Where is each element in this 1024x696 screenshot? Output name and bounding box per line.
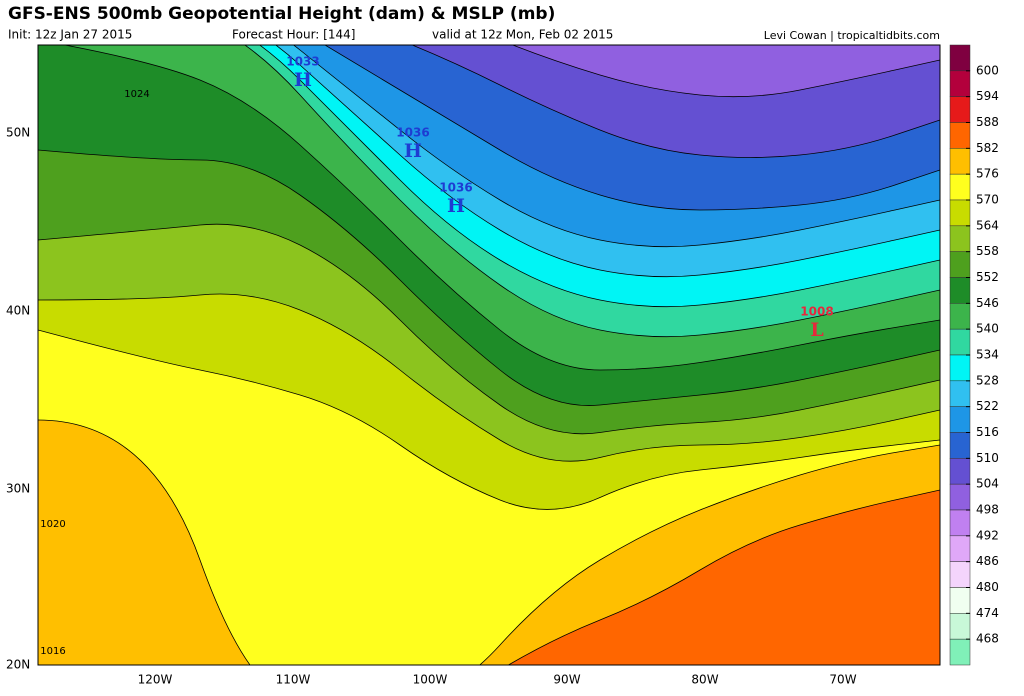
colorbar-label: 522 — [976, 399, 999, 413]
colorbar-swatch — [949, 380, 971, 407]
colorbar-swatch — [949, 406, 971, 433]
title: GFS-ENS 500mb Geopotential Height (dam) … — [8, 4, 555, 24]
pressure-value: 1036 — [396, 126, 429, 140]
lat-label: 30N — [6, 482, 30, 496]
colorbar-swatch — [949, 432, 971, 459]
colorbar-swatch — [949, 328, 971, 356]
colorbar-swatch — [949, 225, 971, 252]
lat-label: 40N — [6, 304, 30, 318]
pressure-value: 1008 — [800, 305, 833, 319]
colorbar-label: 582 — [976, 141, 999, 155]
colorbar-label: 468 — [976, 632, 999, 646]
colorbar-label: 576 — [976, 167, 999, 181]
contour-line — [324, 45, 940, 211]
colorbar-swatch — [949, 148, 971, 175]
pressure-symbol: L — [810, 319, 823, 341]
colorbar-label: 498 — [976, 503, 999, 517]
contour-line — [275, 45, 940, 278]
colorbar-swatch — [949, 613, 971, 640]
pressure-value: 1036 — [439, 181, 472, 195]
contour-line — [38, 149, 940, 406]
init-time: Init: 12z Jan 27 2015 — [8, 28, 132, 42]
credit: Levi Cowan | tropicaltidbits.com — [764, 29, 940, 42]
pressure-value: 1033 — [286, 55, 319, 69]
colorbar-swatch — [949, 303, 971, 330]
isobar-label: 1016 — [40, 646, 65, 657]
contour-line — [38, 419, 940, 665]
colorbar-swatch — [949, 277, 971, 304]
colorbar-swatch — [949, 638, 971, 666]
contour-line — [38, 223, 940, 435]
colorbar-swatch — [949, 483, 971, 511]
lat-label: 20N — [6, 658, 30, 672]
isobar-label: 1020 — [40, 519, 65, 530]
colorbar-label: 588 — [976, 115, 999, 129]
colorbar-label: 558 — [976, 244, 999, 258]
contour-line — [511, 45, 940, 98]
colorbar-swatch — [949, 44, 971, 72]
colorbar-swatch — [949, 509, 971, 537]
colorbar-swatch — [949, 587, 971, 614]
colorbar-swatch — [949, 535, 971, 562]
map-frame — [37, 44, 941, 666]
height-band — [508, 490, 940, 665]
lat-label: 50N — [6, 126, 30, 140]
pressure-symbol: H — [404, 140, 422, 162]
lon-label: 80W — [691, 673, 718, 687]
colorbar-label: 534 — [976, 348, 999, 362]
colorbar-label: 510 — [976, 451, 999, 465]
colorbar-label: 552 — [976, 270, 999, 284]
colorbar-swatch — [949, 458, 971, 485]
colorbar-label: 594 — [976, 89, 999, 103]
contour-line — [244, 45, 940, 338]
colorbar-swatch — [949, 173, 971, 201]
colorbar-label: 546 — [976, 296, 999, 310]
colorbar-swatch — [949, 122, 971, 149]
colorbar-label: 528 — [976, 373, 999, 387]
contour-line — [259, 45, 940, 308]
contour-line — [38, 293, 940, 462]
colorbar-swatch — [949, 354, 971, 382]
isobar-label: 1024 — [124, 89, 149, 100]
pressure-symbol: H — [294, 69, 312, 91]
colorbar-label: 474 — [976, 606, 999, 620]
colorbar-swatch — [949, 199, 971, 227]
lon-label: 110W — [276, 673, 311, 687]
forecast-hour: Forecast Hour: [144] — [232, 28, 355, 42]
lon-label: 120W — [138, 673, 173, 687]
colorbar-label: 570 — [976, 193, 999, 207]
colorbar-label: 492 — [976, 528, 999, 542]
colorbar-label: 486 — [976, 554, 999, 568]
lon-label: 100W — [413, 673, 448, 687]
lon-label: 70W — [829, 673, 856, 687]
colorbar-label: 480 — [976, 580, 999, 594]
contour-line — [292, 45, 940, 248]
colorbar: 600 594 588 582 576 570 564 558 552 546 540 534 528 5… — [949, 44, 999, 666]
colorbar-label: 504 — [976, 477, 999, 491]
colorbar-swatch — [949, 561, 971, 588]
colorbar-swatch — [949, 251, 971, 278]
contour-line — [38, 329, 940, 510]
colorbar-swatch — [949, 70, 971, 97]
pressure-symbol: H — [447, 195, 465, 217]
colorbar-label: 540 — [976, 322, 999, 336]
colorbar-swatch — [949, 96, 971, 123]
colorbar-label: 564 — [976, 218, 999, 232]
lon-label: 90W — [553, 673, 580, 687]
contour-line — [62, 45, 940, 371]
colorbar-label: 516 — [976, 425, 999, 439]
colorbar-label: 600 — [976, 63, 999, 77]
map-area — [38, 45, 940, 665]
valid-time: valid at 12z Mon, Feb 02 2015 — [432, 28, 613, 42]
contour-line — [507, 489, 940, 665]
contour-line — [411, 45, 940, 158]
